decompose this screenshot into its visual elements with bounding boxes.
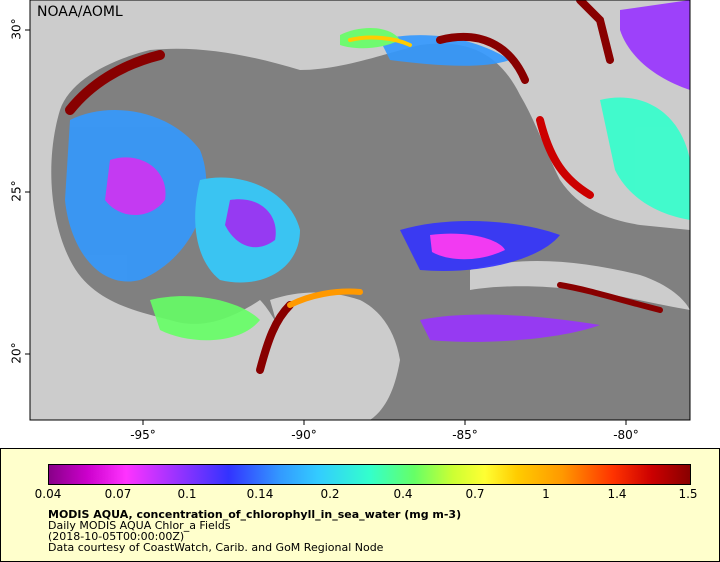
colorbar-label: 0.1 [177, 487, 197, 501]
lon-tick-label: -90° [291, 428, 317, 442]
colorbar-label: 1.4 [607, 487, 627, 501]
cuba-land [470, 260, 690, 310]
lon-tick-label: -85° [452, 428, 478, 442]
colorbar-label: 0.2 [320, 487, 340, 501]
colorbar-label: 0.4 [393, 487, 413, 501]
colorbar-label: 0.04 [34, 487, 62, 501]
coastal-high-concentration [65, 0, 663, 374]
colorbar-label: 0.07 [104, 487, 132, 501]
yucatan-land [270, 292, 400, 420]
lat-tick-label: 30° [9, 18, 24, 40]
axis-ticks [25, 29, 627, 425]
lat-tick-label: 25° [9, 180, 24, 202]
dataset-subtitle: Daily MODIS AQUA Chlor_a Fields [48, 519, 231, 532]
agency-label: NOAA/AOML [37, 4, 123, 20]
colorbar-label: 0.7 [465, 487, 485, 501]
lon-tick-label: -95° [130, 428, 156, 442]
credit-label: Data courtesy of CoastWatch, Carib. and … [48, 541, 384, 554]
chlorophyll-patches [65, 0, 690, 342]
variable-title: MODIS AQUA, concentration_of_chlorophyll… [48, 508, 462, 521]
colorbar [48, 464, 691, 485]
colorbar-label: 0.14 [246, 487, 274, 501]
map-border [29, 0, 691, 421]
date-label: (2018-10-05T00:00:00Z) [48, 530, 185, 543]
colorbar-label: 1.5 [678, 487, 698, 501]
lat-tick-label: 20° [9, 342, 24, 364]
chlorophyll-map [25, 0, 691, 425]
lon-tick-label: -80° [613, 428, 639, 442]
colorbar-label: 1 [542, 487, 550, 501]
